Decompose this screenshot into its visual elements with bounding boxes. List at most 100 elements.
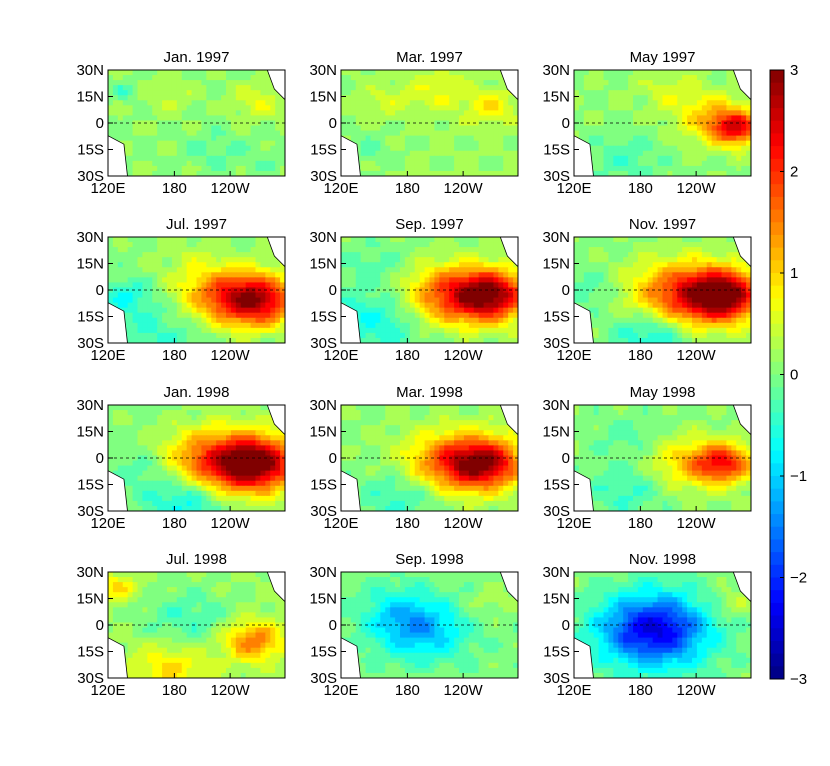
field-cell — [355, 140, 362, 147]
field-cell — [147, 70, 153, 76]
field-cell — [741, 297, 747, 304]
field-cell — [692, 110, 698, 117]
field-cell — [370, 105, 377, 111]
field-cell — [167, 332, 173, 339]
field-cell — [400, 100, 406, 106]
field-cell — [583, 130, 590, 137]
field-cell — [230, 150, 237, 157]
field-cell — [603, 282, 610, 289]
field-cell — [493, 237, 499, 243]
field-cell — [395, 237, 401, 243]
field-cell — [186, 337, 193, 343]
field-cell — [706, 242, 713, 248]
field-cell — [122, 85, 129, 91]
field-cell — [731, 267, 737, 273]
field-cell — [201, 307, 207, 314]
field-cell — [642, 135, 649, 142]
field-cell — [157, 130, 163, 137]
field-cell — [380, 80, 386, 86]
field-cell — [696, 267, 703, 273]
field-cell — [235, 237, 242, 243]
field-cell — [618, 322, 624, 329]
field-cell — [206, 257, 212, 263]
field-cell — [414, 282, 421, 289]
field-cell — [142, 115, 148, 122]
field-cell — [122, 307, 129, 314]
field-cell — [191, 170, 198, 176]
field-cell — [390, 307, 396, 314]
field-cell — [449, 282, 455, 289]
field-cell — [270, 435, 276, 441]
field-cell — [196, 322, 203, 329]
field-cell — [196, 95, 203, 101]
field-cell — [711, 242, 718, 248]
field-cell — [216, 110, 222, 117]
field-cell — [375, 100, 381, 106]
field-cell — [498, 282, 504, 289]
field-cell — [701, 150, 708, 157]
field-cell — [444, 140, 450, 147]
field-cell — [701, 262, 708, 268]
field-cell — [642, 242, 649, 248]
field-cell — [711, 155, 718, 162]
field-cell — [390, 242, 396, 248]
field-cell — [186, 257, 193, 263]
field-cell — [633, 125, 639, 132]
field-cell — [578, 272, 585, 278]
field-cell — [583, 282, 590, 289]
field-cell — [201, 135, 207, 142]
field-cell — [370, 247, 377, 253]
field-cell — [250, 415, 257, 421]
field-cell — [375, 307, 381, 314]
field-cell — [468, 287, 475, 294]
field-cell — [741, 130, 747, 137]
field-cell — [588, 125, 595, 132]
field-cell — [706, 140, 713, 147]
field-cell — [578, 70, 585, 76]
field-cell — [503, 287, 509, 294]
field-cell — [355, 90, 362, 96]
field-cell — [483, 145, 490, 152]
field-cell — [201, 247, 207, 253]
field-cell — [395, 145, 401, 152]
field-cell — [696, 135, 703, 142]
field-cell — [672, 155, 678, 162]
field-cell — [240, 425, 247, 431]
field-cell — [370, 252, 377, 258]
field-cell — [682, 150, 688, 157]
field-cell — [652, 80, 659, 86]
field-cell — [473, 150, 480, 157]
field-cell — [226, 415, 232, 421]
field-cell — [598, 267, 605, 273]
field-cell — [181, 170, 188, 176]
field-cell — [375, 277, 381, 284]
field-cell — [468, 85, 475, 91]
field-cell — [240, 150, 247, 157]
field-cell — [637, 135, 644, 142]
field-cell — [404, 257, 411, 263]
field-cell — [721, 332, 728, 339]
field-cell — [593, 170, 600, 176]
field-cell — [618, 165, 624, 172]
field-cell — [434, 75, 440, 81]
field-cell — [265, 120, 271, 127]
field-cell — [260, 135, 266, 142]
field-cell — [250, 165, 257, 172]
field-cell — [221, 262, 227, 268]
field-cell — [588, 80, 595, 86]
field-cell — [419, 332, 426, 339]
field-cell — [488, 322, 495, 329]
field-cell — [736, 130, 742, 137]
field-cell — [613, 115, 619, 122]
field-cell — [687, 155, 693, 162]
field-cell — [682, 125, 688, 132]
field-cell — [240, 160, 247, 167]
field-cell — [226, 155, 232, 162]
field-cell — [171, 150, 178, 157]
field-cell — [152, 415, 158, 421]
field-cell — [147, 105, 153, 111]
field-cell — [245, 435, 252, 441]
field-cell — [162, 85, 168, 91]
field-cell — [488, 125, 495, 132]
field-cell — [508, 135, 514, 142]
